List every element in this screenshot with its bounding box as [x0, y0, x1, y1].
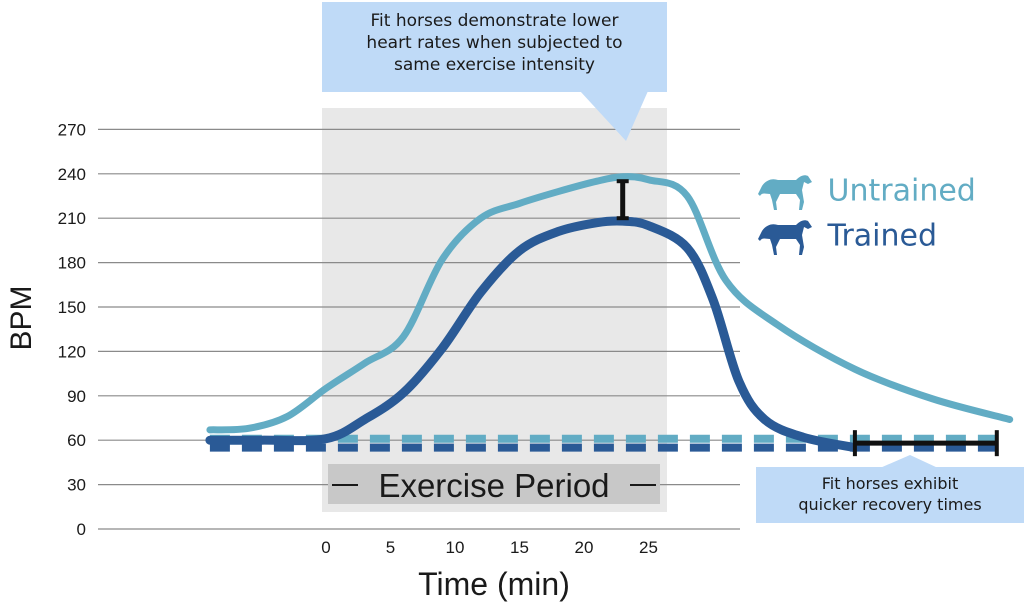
- y-tick-label: 120: [58, 342, 86, 361]
- y-tick-labels: 0 30 60 90 120 150 180 210 240 270: [58, 120, 86, 539]
- x-tick-label: 0: [321, 538, 330, 557]
- callout-line: Fit horses demonstrate lower: [370, 11, 619, 31]
- exercise-period-label: Exercise Period: [378, 467, 609, 504]
- y-tick-label: 150: [58, 298, 86, 317]
- callout-pointer: [580, 91, 648, 141]
- callout-line: Fit horses exhibit: [821, 474, 959, 493]
- y-tick-label: 0: [77, 520, 86, 539]
- y-tick-label: 90: [67, 387, 86, 406]
- y-tick-label: 180: [58, 254, 86, 273]
- y-tick-label: 30: [67, 476, 86, 495]
- x-tick-label: 10: [446, 538, 465, 557]
- y-tick-label: 60: [67, 431, 86, 450]
- y-tick-label: 240: [58, 165, 86, 184]
- series-line-trained: [205, 216, 860, 453]
- callout-recovery: Fit horses exhibit quicker recovery time…: [756, 467, 1024, 523]
- horse-icon: [758, 175, 812, 210]
- y-tick-label: 270: [58, 120, 86, 139]
- series-lines: [205, 173, 1014, 453]
- x-tick-label: 15: [510, 538, 529, 557]
- x-axis-label: Time (min): [418, 566, 570, 602]
- y-tick-label: 210: [58, 209, 86, 228]
- callout-line: quicker recovery times: [798, 495, 982, 514]
- callout-line: heart rates when subjected to: [366, 33, 623, 53]
- callout-lower-heart-rate: Fit horses demonstrate lower heart rates…: [322, 2, 667, 92]
- exercise-period-label-group: Exercise Period: [328, 464, 660, 504]
- x-tick-labels: 0 5 10 15 20 25: [321, 538, 658, 557]
- legend-trained-label: Trained: [827, 218, 938, 254]
- y-axis-label: BPM: [5, 285, 38, 350]
- x-tick-label: 20: [575, 538, 594, 557]
- horse-icon: [758, 220, 812, 255]
- x-tick-label: 25: [639, 538, 658, 557]
- annotation-brackets: [616, 179, 999, 457]
- series-line-untrained: [206, 173, 1014, 434]
- exercise-period-label-box: [328, 464, 660, 504]
- legend-trained: Trained: [758, 217, 937, 257]
- legend-untrained: Untrained: [758, 172, 976, 212]
- x-tick-label: 5: [386, 538, 395, 557]
- legend-untrained-label: Untrained: [827, 173, 976, 209]
- callout-line: same exercise intensity: [394, 55, 595, 75]
- callout-recovery-pointer: [880, 455, 938, 468]
